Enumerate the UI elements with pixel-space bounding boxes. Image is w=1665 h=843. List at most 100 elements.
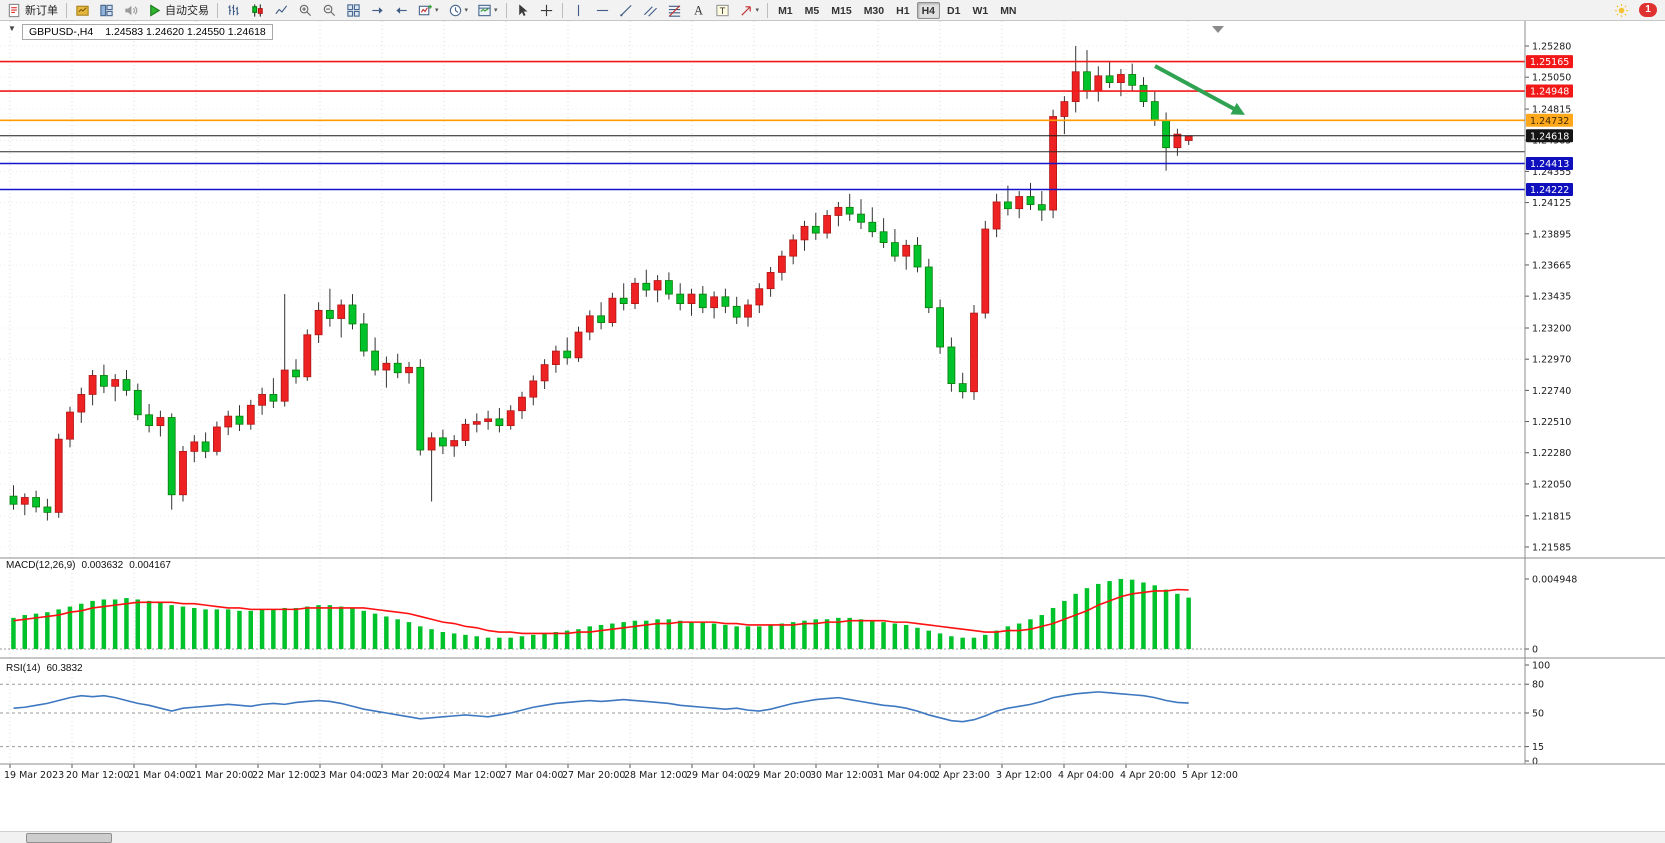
time-axis-label: 31 Mar 04:00 bbox=[872, 770, 935, 781]
candle-bullish bbox=[540, 364, 549, 382]
candle-bullish bbox=[970, 312, 978, 393]
candlestick-mode-button[interactable] bbox=[246, 1, 269, 19]
dropdown-caret: ▾ bbox=[435, 7, 439, 14]
candle-bearish bbox=[1105, 75, 1114, 84]
macd-histogram-bar bbox=[1141, 582, 1146, 649]
timeframe-M30[interactable]: M30 bbox=[859, 2, 889, 19]
horizontal-line-tool-button[interactable] bbox=[591, 1, 614, 19]
fibonacci-icon bbox=[668, 4, 680, 17]
brightness-button[interactable] bbox=[1610, 1, 1633, 19]
chart-shift-button[interactable] bbox=[390, 1, 413, 19]
timeframe-H4[interactable]: H4 bbox=[916, 2, 940, 20]
timeframe-M1[interactable]: M1 bbox=[773, 2, 798, 19]
candle-bullish bbox=[902, 244, 911, 257]
line-chart-mode-button[interactable] bbox=[270, 1, 293, 19]
candle-bearish bbox=[371, 350, 380, 371]
price-badge bbox=[1526, 182, 1573, 196]
crosshair-tool-button[interactable] bbox=[535, 1, 558, 19]
scrollbar-thumb[interactable] bbox=[26, 833, 112, 843]
text-label-icon: T bbox=[715, 4, 729, 16]
macd-histogram-bar bbox=[960, 637, 965, 649]
trendline-tool-button[interactable] bbox=[615, 1, 638, 19]
macd-histogram-bar bbox=[429, 629, 434, 649]
arrows-tool-button[interactable]: ▾ bbox=[735, 1, 764, 19]
candle-bearish bbox=[495, 418, 504, 427]
tile-windows-button[interactable] bbox=[342, 1, 365, 19]
new-chart-button[interactable]: ▾ bbox=[414, 1, 443, 19]
macd-histogram-bar bbox=[598, 624, 604, 649]
new-order-button[interactable]: 新订单 bbox=[3, 1, 62, 19]
templates-button[interactable]: ▾ bbox=[473, 1, 502, 19]
line-chart-icon bbox=[275, 4, 288, 14]
horizontal-scrollbar[interactable] bbox=[0, 831, 1665, 843]
macd-histogram-bar bbox=[384, 616, 389, 649]
chart-shift-marker[interactable] bbox=[1212, 26, 1224, 33]
candle-bearish bbox=[292, 369, 300, 378]
alerts-button[interactable] bbox=[119, 1, 142, 19]
channel-tool-button[interactable] bbox=[639, 1, 662, 19]
toolbar-separator bbox=[217, 2, 218, 18]
candle-bullish bbox=[382, 362, 391, 371]
candle-bullish bbox=[653, 280, 662, 291]
macd-name: MACD(12,26,9) bbox=[6, 560, 76, 571]
timeframe-W1[interactable]: W1 bbox=[967, 2, 993, 19]
periods-button[interactable]: ▾ bbox=[444, 1, 473, 19]
price-axis-label: 1.21815 bbox=[1532, 511, 1571, 522]
trendline-icon bbox=[619, 4, 632, 16]
candle-bearish bbox=[1150, 101, 1159, 121]
timeframe-M5[interactable]: M5 bbox=[800, 2, 825, 19]
candle-bullish bbox=[631, 282, 639, 305]
macd-histogram-bar bbox=[248, 610, 253, 649]
dropdown-caret: ▾ bbox=[494, 7, 498, 14]
text-tool-button[interactable]: A bbox=[687, 1, 710, 19]
candle-bearish bbox=[857, 213, 865, 223]
auto-scroll-button[interactable] bbox=[366, 1, 389, 19]
timeframe-D1[interactable]: D1 bbox=[942, 2, 965, 19]
vertical-line-icon bbox=[577, 4, 579, 16]
trend-arrow-head bbox=[1230, 102, 1246, 115]
macd-histogram-bar bbox=[1175, 593, 1180, 649]
fibonacci-tool-button[interactable] bbox=[663, 1, 686, 19]
bar-chart-mode-button[interactable] bbox=[222, 1, 245, 19]
templates-icon bbox=[478, 4, 491, 16]
cursor-tool-button[interactable] bbox=[511, 1, 534, 19]
navigator-icon bbox=[100, 4, 113, 16]
one-click-trading-toggle[interactable]: ▼ bbox=[8, 24, 16, 33]
time-axis-label: 22 Mar 12:00 bbox=[252, 770, 315, 781]
candle-bullish bbox=[552, 350, 560, 366]
candle-bullish bbox=[744, 304, 752, 318]
trend-arrow-annotation[interactable] bbox=[1154, 64, 1239, 113]
macd-histogram-bar bbox=[836, 617, 841, 649]
macd-histogram-bar bbox=[1005, 626, 1011, 649]
auto-trading-button[interactable]: 自动交易 bbox=[143, 1, 213, 19]
market-watch-button[interactable] bbox=[71, 1, 94, 19]
candle-bullish bbox=[77, 394, 86, 413]
timeframe-MN[interactable]: MN bbox=[995, 2, 1021, 19]
candle-bullish bbox=[687, 293, 696, 305]
macd-histogram-bar bbox=[824, 619, 830, 649]
sun-icon bbox=[1614, 3, 1629, 17]
macd-histogram-bar bbox=[644, 620, 649, 649]
notification-badge[interactable]: 1 bbox=[1639, 3, 1657, 17]
price-badge bbox=[1526, 129, 1573, 143]
candle-bearish bbox=[879, 231, 888, 243]
vertical-line-tool-button[interactable] bbox=[567, 1, 590, 19]
navigator-button[interactable] bbox=[95, 1, 118, 19]
candle-bearish bbox=[936, 307, 944, 348]
candle-bullish bbox=[574, 331, 583, 359]
horizontal-line-icon bbox=[596, 9, 608, 11]
macd-histogram-bar bbox=[621, 622, 626, 649]
zoom-out-button[interactable] bbox=[318, 1, 341, 19]
zoom-in-button[interactable] bbox=[294, 1, 317, 19]
macd-histogram-bar bbox=[11, 617, 16, 649]
timeframe-H1[interactable]: H1 bbox=[891, 2, 914, 19]
macd-histogram-bar bbox=[1039, 615, 1044, 649]
macd-histogram-bar bbox=[971, 637, 977, 649]
macd-histogram-bar bbox=[632, 620, 638, 649]
label-tool-button[interactable]: T bbox=[711, 1, 734, 19]
timeframe-M15[interactable]: M15 bbox=[826, 2, 856, 19]
macd-histogram-bar bbox=[949, 636, 954, 649]
text-icon: A bbox=[694, 3, 703, 17]
candle-bearish bbox=[1026, 196, 1035, 206]
